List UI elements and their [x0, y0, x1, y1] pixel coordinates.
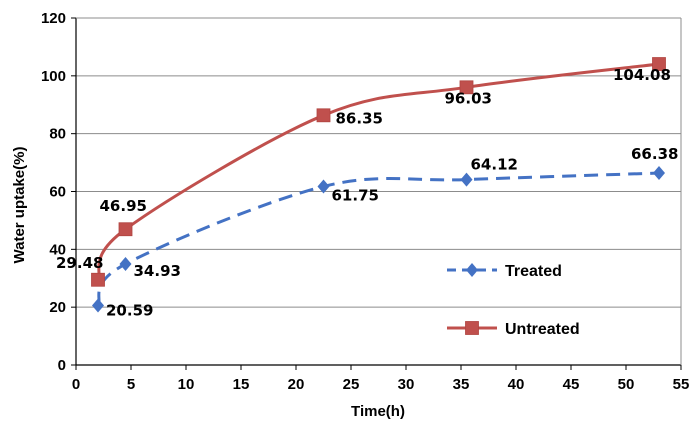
y-tick-label: 60 — [49, 184, 66, 201]
marker-untreated-0 — [91, 272, 105, 287]
data-label-untreated-1: 46.95 — [100, 197, 147, 215]
x-tick-label: 20 — [288, 376, 305, 393]
x-tick-label: 10 — [178, 376, 195, 393]
marker-treated-0 — [92, 298, 104, 313]
series-line-untreated — [96, 62, 660, 281]
y-tick-label: 80 — [49, 126, 66, 143]
marker-untreated-3 — [459, 80, 474, 95]
marker-untreated-2 — [316, 108, 331, 123]
x-tick-label: 0 — [72, 376, 80, 393]
data-label-untreated-3: 96.03 — [445, 89, 492, 107]
data-label-treated-0: 20.59 — [106, 301, 153, 319]
marker-treated-3 — [460, 172, 473, 187]
legend-label-untreated: Untreated — [505, 321, 580, 338]
x-tick-labels: 0 5 10 15 20 25 30 35 40 45 50 55 — [72, 376, 690, 393]
x-tick-label: 15 — [233, 376, 250, 393]
series-layer — [91, 57, 666, 313]
x-axis-title: Time(h) — [351, 403, 405, 420]
legend: Treated Untreated — [447, 263, 580, 338]
data-label-treated-2: 61.75 — [332, 186, 379, 204]
x-tick-label: 5 — [127, 376, 135, 393]
x-tick-label: 25 — [343, 376, 360, 393]
data-label-treated-1: 34.93 — [134, 262, 181, 280]
marker-untreated-4 — [652, 57, 666, 71]
marker-treated-1 — [119, 256, 132, 271]
y-tick-label: 120 — [41, 10, 66, 27]
y-tick-label: 100 — [41, 68, 66, 85]
x-tick-label: 50 — [618, 376, 635, 393]
legend-marker-untreated — [465, 321, 479, 335]
x-tick-label: 40 — [508, 376, 525, 393]
x-tick-label: 45 — [563, 376, 580, 393]
data-label-untreated-2: 86.35 — [336, 109, 383, 127]
x-tick-label: 35 — [453, 376, 470, 393]
legend-label-treated: Treated — [505, 263, 562, 280]
x-tick-label: 55 — [673, 376, 690, 393]
x-tick-label: 30 — [398, 376, 415, 393]
y-tick-labels: 0 20 40 60 80 100 120 — [41, 10, 66, 374]
y-axis-title: Water uptake(%) — [11, 147, 28, 264]
data-labels-layer: 20.59 34.93 61.75 64.12 66.38 29.48 46.95 86.35… — [56, 66, 678, 319]
y-tick-label: 0 — [58, 357, 66, 374]
marker-untreated-1 — [118, 222, 133, 237]
data-label-treated-4: 66.38 — [631, 145, 678, 163]
y-tick-label: 20 — [49, 299, 66, 316]
data-label-untreated-0: 29.48 — [56, 254, 103, 272]
legend-marker-treated — [466, 263, 478, 277]
marker-treated-4 — [653, 166, 665, 181]
axes — [71, 17, 682, 370]
y-tick-label: 40 — [49, 241, 66, 258]
data-label-untreated-4: 104.08 — [613, 66, 671, 84]
marker-treated-2 — [317, 179, 330, 194]
data-label-treated-3: 64.12 — [471, 156, 518, 174]
